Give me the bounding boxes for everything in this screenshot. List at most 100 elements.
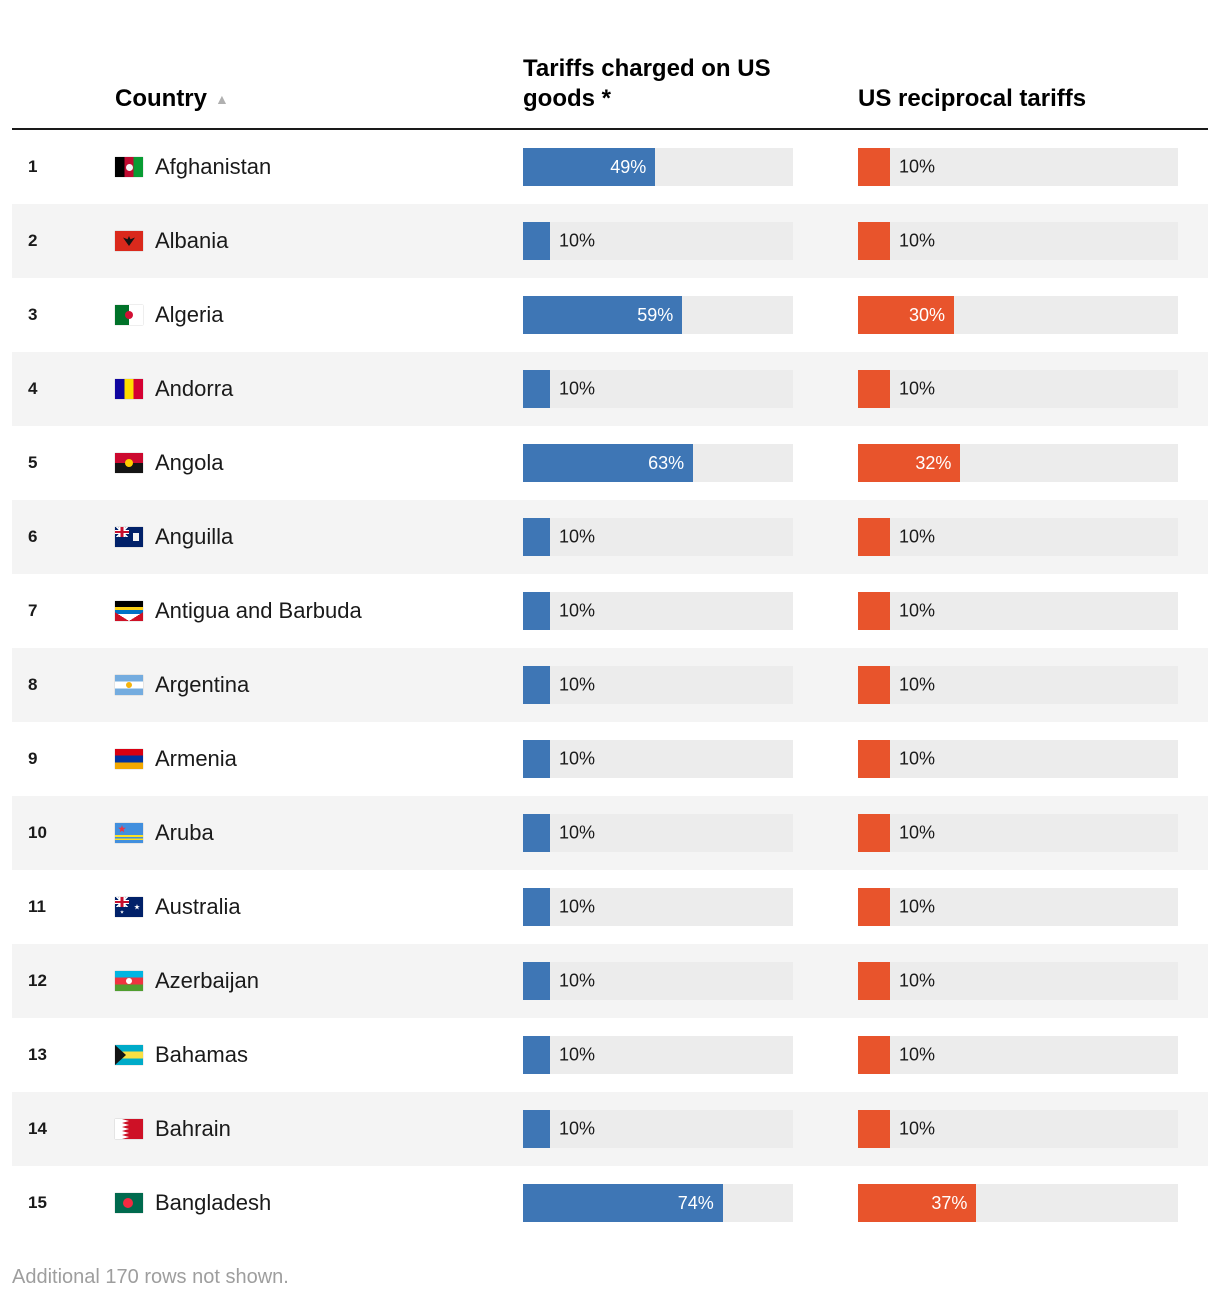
- tariff-bar-cell: 10%: [523, 370, 793, 408]
- table-row: 15 Bangladesh 74% 37%: [12, 1166, 1208, 1240]
- reciprocal-bar: 32%: [858, 444, 961, 482]
- country-name: Algeria: [155, 302, 224, 327]
- reciprocal-bar: [858, 666, 890, 704]
- country-cell: Argentina: [115, 672, 523, 698]
- reciprocal-bar-track: 10%: [858, 814, 1178, 852]
- reciprocal-value-label: 10%: [899, 970, 936, 991]
- country-column-label: Country: [115, 85, 207, 112]
- country-flag-icon: [115, 527, 143, 547]
- table-row: 11 Australia 10% 10%: [12, 870, 1208, 944]
- tariff-value-label: 10%: [559, 230, 596, 251]
- flag-emblem: [123, 1198, 133, 1208]
- flag-emblem: [120, 910, 124, 914]
- row-rank: 14: [28, 1119, 47, 1138]
- row-rank: 5: [28, 453, 38, 472]
- flag-emblem: [115, 1045, 126, 1065]
- row-rank: 11: [28, 897, 46, 916]
- table-row: 4 Andorra 10% 10%: [12, 352, 1208, 426]
- reciprocal-value-label: 10%: [899, 822, 936, 843]
- tariff-bar-track: 10%: [523, 666, 793, 704]
- country-flag-icon: [115, 897, 143, 917]
- tariffs-column-header[interactable]: Tariffs charged on US goods *: [523, 55, 771, 112]
- country-cell: Andorra: [115, 376, 523, 402]
- table-row: 8 Argentina 10% 10%: [12, 648, 1208, 722]
- flag-emblem: [125, 459, 133, 467]
- reciprocal-bar-cell: 32%: [858, 444, 1178, 482]
- tariff-bar-track: 10%: [523, 740, 793, 778]
- tariff-value-label: 10%: [559, 378, 596, 399]
- country-cell: Anguilla: [115, 524, 523, 550]
- reciprocal-column-header[interactable]: US reciprocal tariffs: [858, 85, 1087, 112]
- tariff-value-label: 10%: [559, 822, 596, 843]
- country-name: Albania: [155, 228, 229, 253]
- reciprocal-bar-track: 10%: [858, 666, 1178, 704]
- reciprocal-bar: [858, 740, 890, 778]
- country-name: Bahamas: [155, 1042, 248, 1067]
- tariff-bar-cell: 10%: [523, 888, 793, 926]
- reciprocal-value-label: 10%: [899, 230, 936, 251]
- tariff-bar-cell: 10%: [523, 740, 793, 778]
- tariff-bar-track: 10%: [523, 888, 793, 926]
- reciprocal-bar: [858, 148, 890, 186]
- table-row: 13 Bahamas 10% 10%: [12, 1018, 1208, 1092]
- country-name: Argentina: [155, 672, 250, 697]
- reciprocal-bar-track: 10%: [858, 518, 1178, 556]
- reciprocal-bar-track: 10%: [858, 888, 1178, 926]
- reciprocal-value-label: 30%: [908, 304, 945, 325]
- reciprocal-bar-cell: 10%: [858, 888, 1178, 926]
- reciprocal-value-label: 32%: [915, 452, 952, 473]
- table-row: 2 Albania 10% 10%: [12, 204, 1208, 278]
- reciprocal-bar: [858, 222, 890, 260]
- tariff-bar: [523, 592, 550, 630]
- row-rank: 12: [28, 971, 47, 990]
- tariff-bar: [523, 1110, 550, 1148]
- reciprocal-bar-cell: 10%: [858, 1110, 1178, 1148]
- tariff-value-label: 63%: [648, 452, 685, 473]
- tariff-bar: [523, 370, 550, 408]
- row-rank: 3: [28, 305, 38, 324]
- flag-emblem: [123, 236, 135, 246]
- country-flag-icon: [115, 749, 143, 769]
- reciprocal-bar-track: 10%: [858, 1110, 1178, 1148]
- tariff-bar: [523, 222, 550, 260]
- country-cell: Azerbaijan: [115, 968, 523, 994]
- country-cell: Bahrain: [115, 1116, 523, 1142]
- country-flag-icon: [115, 971, 143, 991]
- tariff-bar-cell: 10%: [523, 222, 793, 260]
- reciprocal-bar-cell: 10%: [858, 666, 1178, 704]
- table-row: 14 Bahrain 10% 10%: [12, 1092, 1208, 1166]
- sort-ascending-icon[interactable]: ▲: [215, 91, 229, 107]
- table-row: 3 Algeria 59% 30%: [12, 278, 1208, 352]
- row-rank: 4: [28, 379, 38, 398]
- country-name: Afghanistan: [155, 154, 272, 179]
- reciprocal-bar-track: 30%: [858, 296, 1178, 334]
- flag-emblem: [125, 163, 133, 171]
- reciprocal-value-label: 10%: [899, 378, 936, 399]
- tariff-bar-track: 10%: [523, 518, 793, 556]
- table-body: 1 Afghanistan 49% 10% 2: [12, 130, 1208, 1240]
- flag-emblem: [126, 682, 132, 688]
- reciprocal-bar-track: 10%: [858, 222, 1178, 260]
- reciprocal-value-label: 10%: [899, 600, 936, 621]
- reciprocal-bar-cell: 10%: [858, 592, 1178, 630]
- reciprocal-bar: [858, 888, 890, 926]
- row-rank: 13: [28, 1045, 47, 1064]
- reciprocal-bar-cell: 10%: [858, 222, 1178, 260]
- reciprocal-bar: [858, 962, 890, 1000]
- reciprocal-bar-cell: 30%: [858, 296, 1178, 334]
- reciprocal-bar-cell: 10%: [858, 370, 1178, 408]
- tariff-bar-cell: 10%: [523, 962, 793, 1000]
- tariff-value-label: 59%: [637, 304, 674, 325]
- reciprocal-value-label: 10%: [899, 896, 936, 917]
- tariff-value-label: 10%: [559, 526, 596, 547]
- tariff-bar-cell: 10%: [523, 666, 793, 704]
- tariff-bar-cell: 10%: [523, 518, 793, 556]
- country-cell: Bangladesh: [115, 1190, 523, 1216]
- tariff-bar-track: 10%: [523, 962, 793, 1000]
- country-column-header[interactable]: Country ▲: [115, 84, 523, 114]
- reciprocal-bar-track: 10%: [858, 592, 1178, 630]
- flag-emblem: [126, 978, 132, 984]
- tariff-value-label: 74%: [677, 1192, 714, 1213]
- tariff-bar-track: 49%: [523, 148, 793, 186]
- tariff-bar-cell: 10%: [523, 1036, 793, 1074]
